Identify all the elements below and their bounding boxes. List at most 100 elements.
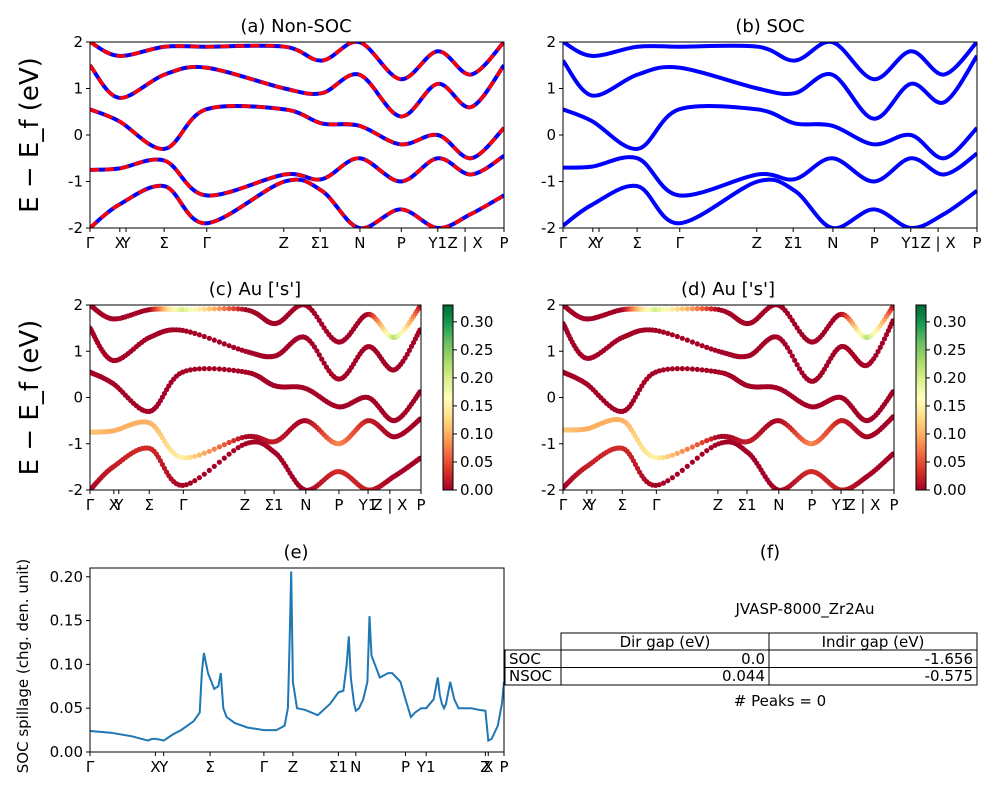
y-tick-label: -1: [541, 435, 556, 453]
x-tick-label: Z: [752, 234, 762, 252]
x-tick-label: Y: [593, 234, 604, 252]
x-tick-label: Σ1: [738, 496, 757, 514]
band-line: [563, 103, 977, 161]
band-dot: [235, 306, 241, 312]
table-header-indir-gap: Indir gap (eV): [822, 633, 925, 651]
spillage-line: [90, 571, 504, 743]
table-cell-nsoc-dir: 0.044: [722, 667, 765, 685]
band-dot: [226, 306, 232, 312]
x-tick-label: P: [499, 758, 508, 776]
colorbar-gradient: [915, 304, 927, 491]
x-tick-label: Y: [120, 234, 131, 252]
band-dot: [660, 329, 667, 335]
x-tick-label: Γ: [559, 234, 568, 252]
band-dot: [206, 306, 212, 312]
band-line: [90, 42, 504, 81]
band-dot: [879, 340, 886, 346]
x-tick-label: X: [483, 758, 493, 776]
x-tick-label: Z: [713, 496, 723, 514]
axes-frame: [562, 41, 978, 229]
x-tick-label: X: [582, 496, 592, 514]
x-tick-label: Y1: [416, 758, 436, 776]
band-dot: [231, 367, 237, 373]
band-dot: [689, 306, 696, 312]
band-dot: [689, 366, 696, 372]
colorbar-tick-label: 0.05: [933, 453, 966, 471]
band-dot: [792, 321, 798, 327]
band-dot: [665, 366, 671, 372]
colorbar-tick-label: 0.30: [933, 313, 966, 331]
x-tick-label: Γ: [86, 758, 95, 776]
x-tick-label: Y1: [900, 234, 920, 252]
band-dot: [679, 448, 685, 454]
band-dot: [873, 352, 879, 358]
y-tick-label: 2: [73, 33, 83, 51]
x-tick-label: Γ: [86, 234, 95, 252]
x-tick-label: Σ1: [784, 234, 803, 252]
band-dot: [201, 366, 207, 372]
table-cell-soc-dir: 0.0: [741, 650, 765, 668]
x-tick-label: Γ: [203, 234, 212, 252]
y-axis-label: E − E_f (eV): [15, 57, 45, 213]
band-dot: [674, 333, 680, 340]
band-dot: [684, 306, 690, 312]
x-tick-label: Γ: [652, 496, 661, 514]
x-tick-label: N: [827, 234, 838, 252]
axes-frame: [89, 567, 505, 753]
x-tick-label: Y1: [427, 234, 447, 252]
band-dot: [679, 335, 685, 341]
x-tick-label: Σ: [145, 496, 154, 514]
band-line: [90, 64, 504, 119]
material-id: JVASP-8000_Zr2Au: [734, 600, 874, 619]
band-dot: [161, 465, 168, 471]
y-tick-label: -1: [68, 173, 83, 191]
band-dot: [196, 452, 202, 458]
band-dot: [699, 367, 705, 373]
band-dot: [417, 305, 421, 309]
band-dot: [314, 348, 320, 354]
band-dot: [669, 452, 676, 458]
band-dot: [669, 475, 676, 481]
band-dot: [656, 328, 662, 334]
band-dot: [890, 414, 894, 420]
x-tick-label: P: [334, 496, 343, 514]
x-tick-label: Σ: [159, 234, 168, 252]
band-dot: [183, 455, 189, 461]
band-dot: [417, 389, 421, 395]
band-dot: [183, 328, 189, 334]
panel-c-colorbar: 0.00 0.05 0.10 0.15 0.20 0.25 0.30: [442, 304, 493, 499]
band-dot: [669, 366, 676, 372]
x-tick-label: Γ: [559, 496, 568, 514]
band-line: [90, 177, 504, 228]
band-dot: [689, 339, 696, 345]
colorbar-tick-label: 0.10: [933, 425, 966, 443]
band-dot: [665, 453, 671, 460]
band-dot: [787, 349, 793, 355]
band-dot: [211, 366, 217, 372]
y-axis-label: SOC spillage (chg. den. unit): [14, 559, 32, 774]
band-dot: [794, 362, 800, 368]
band-dot: [890, 389, 894, 395]
band-dot: [221, 442, 227, 448]
x-tick-label: Γ: [179, 496, 188, 514]
band-dot: [235, 368, 241, 374]
y-tick-label: -2: [541, 481, 556, 499]
band-dot: [632, 461, 639, 468]
panel-f-title: (f): [760, 542, 780, 563]
colorbar-tick-label: 0.15: [460, 397, 493, 415]
colorbar-tick-label: 0.15: [933, 397, 966, 415]
band-dot: [159, 461, 165, 468]
band-dot: [231, 448, 237, 454]
band-dot: [235, 346, 241, 352]
band-dot: [321, 360, 327, 366]
band-dot: [235, 436, 241, 442]
x-tick-label: N: [354, 234, 365, 252]
x-tick-label: Σ: [205, 758, 214, 776]
x-tick-label: Z: [240, 496, 250, 514]
band-dot: [656, 455, 662, 461]
table-row-label-soc: SOC: [509, 650, 541, 668]
band-dot: [316, 317, 322, 323]
x-tick-label: Z | X: [372, 496, 407, 514]
band-dot: [201, 450, 207, 456]
